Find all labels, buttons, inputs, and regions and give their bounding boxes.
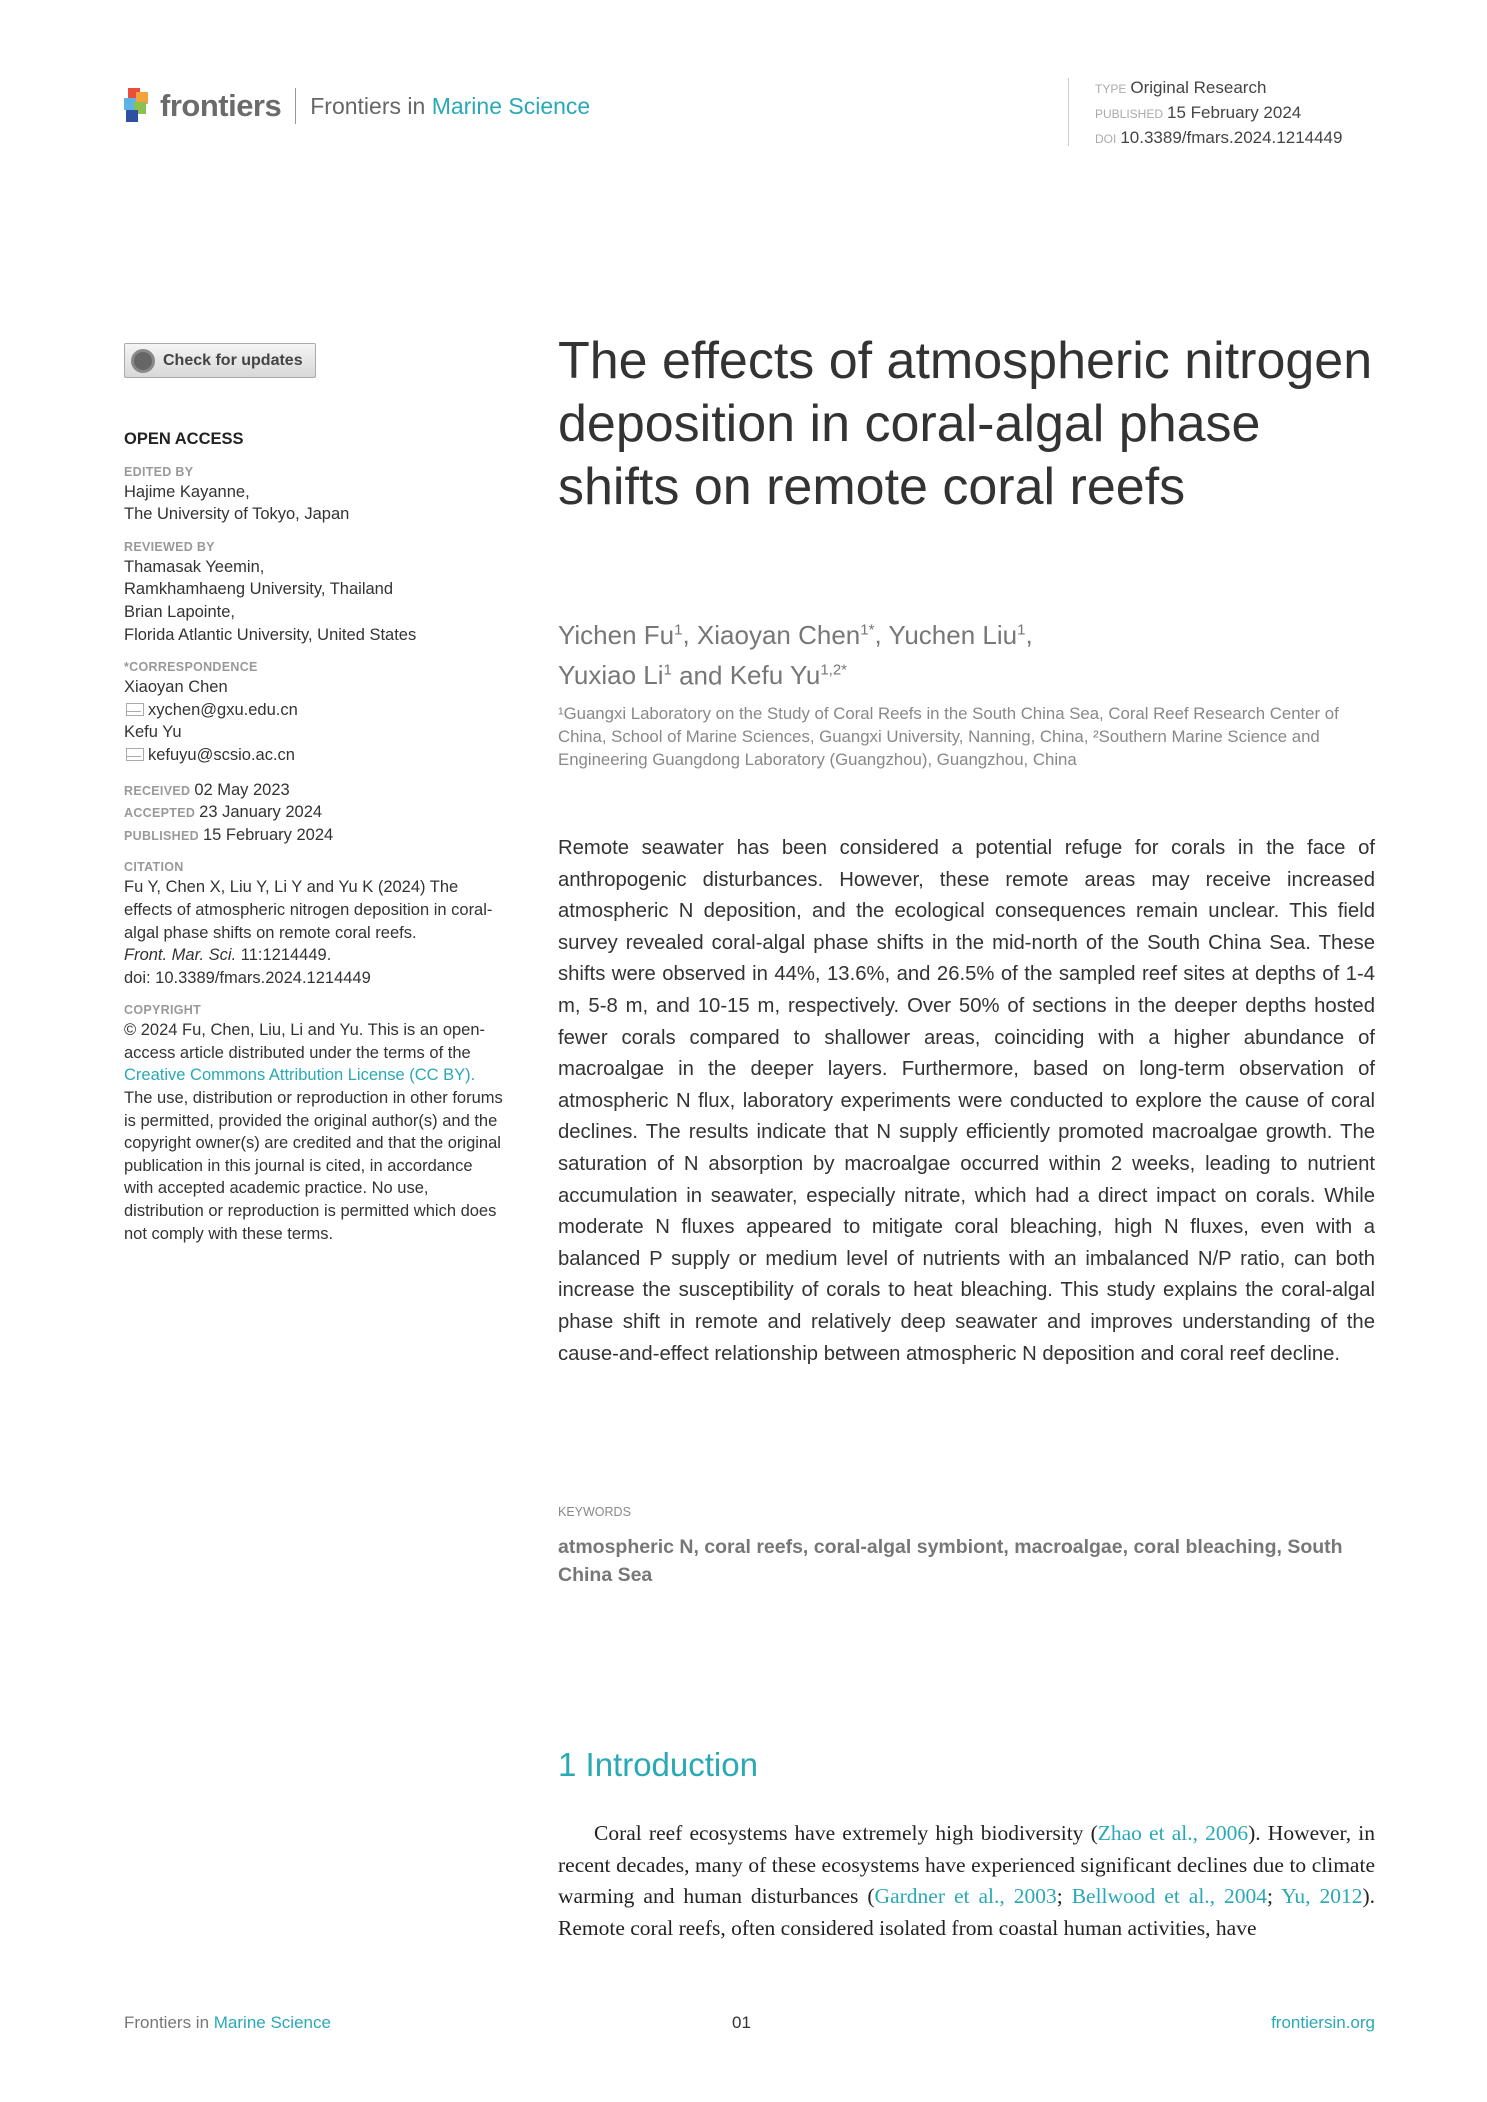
- author: Xiaoyan Chen1*: [696, 619, 875, 650]
- check-for-updates-button[interactable]: Check for updates: [124, 343, 316, 378]
- citation-link[interactable]: Gardner et al., 2003: [874, 1884, 1057, 1909]
- doi-value[interactable]: 10.3389/fmars.2024.1214449: [1120, 128, 1343, 147]
- published-row: PUBLISHED 15 February 2024: [1095, 101, 1342, 126]
- citation-body: Fu Y, Chen X, Liu Y, Li Y and Yu K (2024…: [124, 878, 493, 942]
- citation-text: Fu Y, Chen X, Liu Y, Li Y and Yu K (2024…: [124, 876, 504, 989]
- citation-label: CITATION: [124, 860, 184, 875]
- author-list: Yichen Fu1, Xiaoyan Chen1*, Yuchen Liu1,…: [558, 619, 1033, 691]
- envelope-icon: [126, 747, 144, 761]
- published-label: PUBLISHED: [1095, 107, 1164, 121]
- accepted-label: ACCEPTED: [124, 806, 196, 821]
- reviewer-name: Brian Lapointe,: [124, 602, 235, 621]
- bookmark-icon: [131, 348, 155, 373]
- footer-journal: Frontiers in Marine Science: [124, 2013, 331, 2033]
- doi-row: DOI 10.3389/fmars.2024.1214449: [1095, 126, 1342, 151]
- citation-journal: Front. Mar. Sci.: [124, 946, 237, 965]
- abstract: Remote seawater has been considered a po…: [558, 837, 1375, 1365]
- logo-divider: [295, 88, 297, 124]
- journal-prefix: Frontiers in: [310, 92, 426, 119]
- frontiers-logo-icon: [124, 88, 152, 124]
- editor-affiliation: The University of Tokyo, Japan: [124, 505, 350, 524]
- brand-name: frontiers: [160, 88, 282, 123]
- author: Kefu Yu1,2*: [729, 660, 848, 691]
- correspondent-email[interactable]: kefuyu@scsio.ac.cn: [124, 744, 504, 767]
- journal-title: Frontiers in Marine Science: [310, 93, 590, 120]
- published-row: PUBLISHED 15 February 2024: [124, 824, 504, 847]
- check-for-updates-label: Check for updates: [163, 351, 303, 369]
- author: Yichen Fu1: [558, 619, 683, 650]
- footer-journal-name[interactable]: Marine Science: [213, 2013, 331, 2032]
- open-access-heading: OPEN ACCESS: [124, 430, 244, 448]
- author-affiliation-mark: 1: [1017, 621, 1026, 638]
- published-value: 15 February 2024: [1167, 103, 1302, 122]
- doi-label: DOI: [1095, 132, 1117, 146]
- author-affiliation-mark: 1: [674, 621, 683, 638]
- correspondence-section: *CORRESPONDENCE Xiaoyan Chen xychen@gxu.…: [124, 658, 504, 766]
- correspondence-label: *CORRESPONDENCE: [124, 660, 258, 675]
- author-affiliation-mark: 1: [663, 661, 672, 679]
- sidebar-info: OPEN ACCESS EDITED BY Hajime Kayanne, Th…: [124, 428, 504, 1257]
- envelope-icon: [126, 702, 144, 716]
- copyright-label: COPYRIGHT: [124, 1003, 202, 1018]
- published-label: PUBLISHED: [124, 828, 199, 843]
- frontiersin-link[interactable]: frontiersin.org: [1271, 2013, 1375, 2032]
- reviewer-name: Thamasak Yeemin,: [124, 557, 265, 576]
- author: Yuxiao Li1: [558, 660, 672, 691]
- received-date: 02 May 2023: [194, 780, 290, 799]
- accepted-date: 23 January 2024: [199, 803, 323, 822]
- reviewed-by-section: REVIEWED BY Thamasak Yeemin, Ramkhamhaen…: [124, 538, 504, 646]
- type-value: Original Research: [1130, 78, 1267, 97]
- journal-name: Marine Science: [431, 92, 591, 119]
- introduction-heading: 1 Introduction: [558, 1746, 758, 1783]
- editor-name: Hajime Kayanne,: [124, 482, 250, 501]
- keywords-label: KEYWORDS: [558, 1505, 631, 1519]
- intro-text: ;: [1056, 1884, 1072, 1909]
- citation-volume: 11:1214449.: [240, 946, 332, 965]
- citation-link[interactable]: Bellwood et al., 2004: [1071, 1884, 1268, 1909]
- author-affiliation-mark: 1,2*: [820, 661, 848, 679]
- intro-text: Coral reef ecosystems have extremely hig…: [594, 1821, 1098, 1845]
- intro-text: ;: [1267, 1884, 1282, 1909]
- email-link[interactable]: xychen@gxu.edu.cn: [148, 700, 298, 719]
- reviewed-by-label: REVIEWED BY: [124, 539, 215, 554]
- keywords: atmospheric N, coral reefs, coral-algal …: [558, 1536, 1343, 1586]
- copyright-text: © 2024 Fu, Chen, Liu, Li and Yu. This is…: [124, 1019, 504, 1245]
- cc-by-license-link[interactable]: Creative Commons Attribution License (CC…: [124, 1066, 476, 1085]
- meta-divider: [1068, 78, 1069, 146]
- article-title: The effects of atmospheric nitrogen depo…: [558, 332, 1373, 516]
- correspondent-email[interactable]: xychen@gxu.edu.cn: [124, 699, 504, 722]
- type-label: TYPE: [1095, 82, 1127, 96]
- affiliations: ¹Guangxi Laboratory on the Study of Cora…: [558, 704, 1339, 769]
- copyright-section: COPYRIGHT © 2024 Fu, Chen, Liu, Li and Y…: [124, 1001, 504, 1245]
- article-meta: TYPE Original Research PUBLISHED 15 Februa…: [1095, 76, 1342, 151]
- introduction-paragraph: Coral reef ecosystems have extremely hig…: [558, 1818, 1375, 1944]
- correspondent-name: Xiaoyan Chen: [124, 678, 228, 697]
- published-date: 15 February 2024: [202, 825, 334, 844]
- author-affiliation-mark: 1*: [860, 621, 875, 638]
- intro-text: ). Remote coral reefs, often considered …: [558, 1884, 1376, 1940]
- intro-text: ). However, in recent decades, many of t…: [558, 1821, 1375, 1909]
- type-row: TYPE Original Research: [1095, 76, 1342, 101]
- received-row: RECEIVED 02 May 2023: [124, 779, 504, 802]
- accepted-row: ACCEPTED 23 January 2024: [124, 801, 504, 824]
- footer-journal-prefix: Frontiers in: [124, 2013, 210, 2032]
- citation-doi: doi: 10.3389/fmars.2024.1214449: [124, 968, 371, 987]
- edited-by-label: EDITED BY: [124, 464, 194, 479]
- correspondent-name: Kefu Yu: [124, 723, 182, 742]
- frontiers-logo[interactable]: frontiers Frontiers in Marine Science: [124, 88, 590, 124]
- citation-section: CITATION Fu Y, Chen X, Liu Y, Li Y and Y…: [124, 858, 504, 989]
- author: Yuchen Liu1: [888, 619, 1026, 650]
- page-number: 01: [732, 2013, 751, 2032]
- copyright-post: The use, distribution or reproduction in…: [124, 1089, 503, 1243]
- edited-by-section: EDITED BY Hajime Kayanne, The University…: [124, 463, 504, 526]
- reviewer-affiliation: Ramkhamhaeng University, Thailand: [124, 580, 394, 599]
- citation-link[interactable]: Yu, 2012: [1281, 1884, 1363, 1909]
- email-link[interactable]: kefuyu@scsio.ac.cn: [148, 745, 295, 764]
- reviewer-affiliation: Florida Atlantic University, United Stat…: [124, 625, 417, 644]
- citation-link[interactable]: Zhao et al., 2006: [1097, 1821, 1249, 1845]
- dates-section: RECEIVED 02 May 2023 ACCEPTED 23 January 2…: [124, 779, 504, 847]
- received-label: RECEIVED: [124, 783, 191, 798]
- copyright-pre: © 2024 Fu, Chen, Liu, Li and Yu. This is…: [124, 1021, 486, 1062]
